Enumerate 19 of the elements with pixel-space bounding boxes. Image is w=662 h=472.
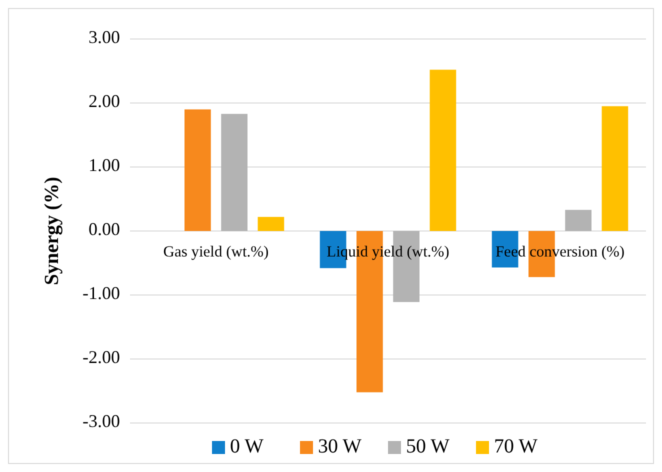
legend-label: 0 W: [230, 436, 264, 458]
y-tick-label: -1.00: [82, 283, 120, 304]
bar: [602, 106, 628, 231]
legend-label: 30 W: [318, 436, 362, 458]
y-tick-label: -2.00: [82, 347, 120, 368]
y-tick-label: -3.00: [82, 411, 120, 432]
bar: [221, 114, 248, 231]
y-tick-label: 3.00: [88, 27, 120, 48]
bar: [565, 210, 592, 231]
y-tick-label: 2.00: [88, 91, 120, 112]
legend-label: 50 W: [406, 436, 450, 458]
bar: [184, 109, 211, 231]
legend-label: 70 W: [494, 436, 538, 458]
y-tick-label: 0.00: [88, 219, 120, 240]
y-axis-title: Synergy (%): [41, 176, 63, 286]
y-tick-label: 1.00: [88, 155, 120, 176]
x-tick-label: Gas yield (wt.%): [163, 244, 269, 261]
bar: [430, 70, 456, 231]
bar: [258, 216, 284, 231]
